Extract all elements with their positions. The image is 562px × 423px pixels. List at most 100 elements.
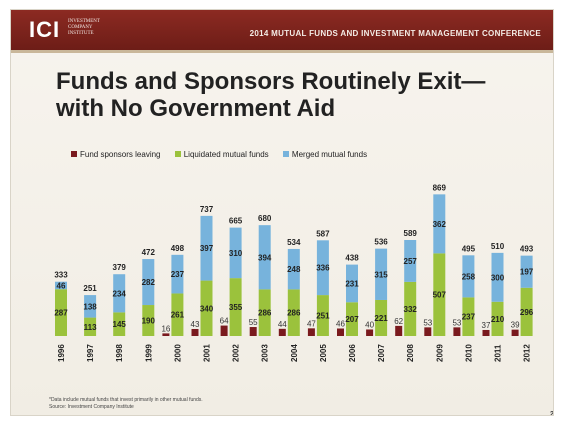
legend-swatch-sponsors: [71, 151, 77, 157]
label-sponsors: 53: [452, 318, 461, 327]
label-sponsors: 40: [365, 320, 374, 329]
bar-liquidated: [433, 253, 446, 336]
label-sponsors: 62: [394, 317, 403, 326]
year-label: 1996: [57, 344, 66, 362]
bar-liquidated: [520, 287, 533, 336]
legend-item-merged: Merged mutual funds: [282, 150, 367, 159]
bar-liquidated: [171, 293, 184, 336]
year-label: 1997: [86, 344, 95, 362]
label-total: 737: [200, 205, 214, 214]
label-merged: 315: [374, 270, 388, 279]
legend-swatch-liquidated: [174, 151, 181, 157]
label-total: 495: [462, 244, 476, 253]
footnote: *Data include mutual funds that invest p…: [49, 397, 203, 411]
bar-merged: [346, 264, 358, 303]
label-total: 472: [142, 248, 156, 257]
label-total: 251: [83, 284, 97, 293]
legend-item-liquidated: Liquidated mutual funds: [174, 150, 269, 159]
bar-liquidated: [375, 299, 388, 336]
bar-sponsors: [162, 333, 170, 336]
legend-label: Liquidated mutual funds: [183, 150, 269, 159]
label-total: 587: [316, 229, 330, 238]
label-sponsors: 16: [161, 324, 170, 333]
bar-liquidated: [316, 295, 329, 336]
bar-liquidated: [113, 312, 126, 336]
label-merged: 300: [491, 273, 505, 282]
bar-liquidated: [258, 289, 271, 336]
label-total: 665: [229, 217, 243, 226]
year-label: 2012: [523, 344, 532, 362]
bar-merged: [287, 248, 300, 290]
year-label: 2010: [464, 344, 473, 362]
title-line-2: with No Government Aid: [56, 95, 336, 122]
label-merged: 397: [200, 244, 214, 253]
label-total: 589: [404, 229, 418, 238]
bar-merged: [142, 259, 155, 306]
conference-title: 2014 MUTUAL FUNDS AND INVESTMENT MANAGEM…: [249, 29, 541, 38]
bar-merged: [462, 255, 475, 298]
label-total: 680: [258, 214, 272, 223]
label-merged: 237: [171, 270, 185, 279]
label-merged: 234: [113, 289, 127, 298]
label-total: 869: [433, 183, 447, 192]
logo-text-line: INSTITUTE: [68, 31, 94, 36]
label-total: 333: [54, 271, 68, 280]
label-liquidated: 261: [171, 311, 185, 320]
label-merged: 257: [404, 257, 418, 266]
header-bar: ICI INVESTMENT COMPANY INSTITUTE 2014 MU…: [11, 10, 553, 53]
year-label: 2011: [494, 344, 503, 362]
bar-merged: [375, 248, 388, 300]
label-sponsors: 53: [423, 318, 432, 327]
label-liquidated: 296: [520, 308, 534, 317]
label-total: 510: [491, 242, 505, 251]
label-liquidated: 190: [142, 317, 156, 326]
label-liquidated: 355: [229, 303, 243, 312]
bar-sponsors: [511, 329, 519, 336]
label-merged: 46: [57, 281, 66, 290]
ici-logo: ICI: [29, 17, 61, 42]
bar-sponsors: [307, 328, 315, 336]
label-merged: 248: [287, 265, 301, 274]
label-liquidated: 145: [113, 320, 127, 329]
label-merged: 231: [345, 279, 359, 288]
bar-merged: [84, 295, 97, 318]
bar-liquidated: [287, 289, 300, 336]
bar-merged: [491, 252, 504, 302]
bar-liquidated: [462, 297, 475, 336]
year-label: 2008: [406, 344, 415, 362]
bar-sponsors: [453, 327, 461, 336]
source-text: Source: Investment Company Institute: [49, 404, 134, 410]
bar-merged: [258, 225, 271, 290]
bar-merged: [433, 194, 446, 254]
label-merged: 394: [258, 253, 272, 262]
label-total: 379: [113, 263, 127, 272]
bar-sponsors: [249, 327, 257, 336]
label-liquidated: 113: [84, 323, 97, 332]
year-label: 2004: [290, 344, 299, 362]
label-merged: 282: [142, 278, 156, 287]
bar-merged: [520, 255, 533, 288]
label-merged: 362: [433, 220, 447, 229]
label-total: 536: [374, 238, 388, 247]
bar-merged: [55, 281, 67, 290]
year-label: 2005: [319, 344, 328, 362]
bar-merged: [316, 240, 329, 296]
label-sponsors: 39: [511, 321, 520, 330]
bar-sponsors: [482, 329, 490, 336]
label-total: 498: [171, 244, 185, 253]
year-label: 2000: [173, 344, 182, 362]
chart-legend: Fund sponsors leaving Liquidated mutual …: [71, 150, 379, 159]
year-label: 2003: [261, 344, 270, 362]
bar-sponsors: [395, 325, 403, 336]
label-sponsors: 43: [191, 320, 200, 329]
bar-sponsors: [278, 328, 286, 336]
year-label: 2006: [348, 344, 357, 362]
label-merged: 138: [83, 302, 97, 311]
label-sponsors: 64: [220, 317, 229, 326]
label-merged: 258: [462, 272, 476, 281]
label-liquidated: 332: [404, 305, 418, 314]
legend-item-sponsors: Fund sponsors leaving: [71, 150, 161, 159]
label-liquidated: 207: [345, 315, 359, 324]
logo-text: INVESTMENT COMPANY INSTITUTE: [68, 19, 100, 37]
bar-merged: [200, 215, 213, 281]
